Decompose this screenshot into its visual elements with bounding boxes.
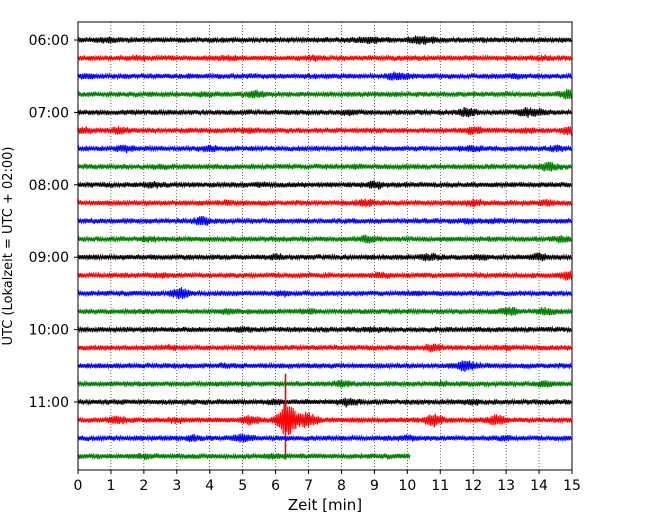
trace-0600 (77, 35, 572, 45)
trace-0615 (77, 53, 572, 63)
x-tick-label: 3 (172, 478, 181, 494)
trace-1045 (77, 379, 572, 389)
y-tick-label: 10:00 (29, 323, 69, 339)
trace-0900 (77, 252, 572, 262)
y-tick-label: 06:00 (29, 33, 69, 49)
x-tick-label: 5 (238, 478, 247, 494)
x-tick-label: 10 (398, 478, 416, 494)
x-tick-label: 2 (139, 478, 148, 494)
x-tick-label: 0 (74, 478, 83, 494)
trace-0830 (77, 215, 572, 226)
x-tick-label: 1 (106, 478, 115, 494)
y-tick-label: 08:00 (29, 178, 69, 194)
plot-frame (77, 21, 573, 471)
trace-1100 (77, 397, 572, 408)
x-tick-label: 8 (337, 478, 346, 494)
x-tick-label: 7 (304, 478, 313, 494)
x-tick-label: 11 (431, 478, 449, 494)
x-tick-label: 13 (497, 478, 515, 494)
trace-1000 (77, 325, 572, 334)
trace-0745 (77, 161, 572, 172)
x-tick-label: 14 (530, 478, 548, 494)
trace-0845 (77, 234, 572, 244)
trace-0915 (77, 270, 572, 281)
y-tick-label: 09:00 (29, 250, 69, 266)
x-tick-label: 6 (271, 478, 280, 494)
trace-0630 (77, 71, 572, 81)
seismic-traces (77, 35, 572, 461)
trace-0800 (77, 180, 572, 190)
trace-1145 (77, 452, 411, 461)
trace-0930 (77, 287, 572, 300)
x-axis-label: Zeit [min] (288, 496, 362, 514)
trace-1130 (77, 433, 572, 443)
trace-0730 (77, 144, 572, 154)
trace-0815 (77, 198, 572, 208)
trace-0645 (77, 89, 572, 100)
trace-0715 (77, 126, 572, 136)
x-tick-label: 15 (563, 478, 581, 494)
x-axis-ticks: 0 1 2 3 4 5 6 7 8 9 10 11 12 13 14 15 (74, 470, 581, 494)
y-tick-label: 11:00 (29, 395, 69, 411)
y-axis-ticks: 06:00 07:00 08:00 09:00 10:00 11:00 (29, 33, 78, 411)
trace-1015 (77, 343, 572, 353)
y-axis-label: UTC (Lokalzeit = UTC + 02:00) (1, 147, 16, 346)
trace-0945 (77, 306, 572, 316)
x-tick-label: 4 (205, 478, 214, 494)
trace-1115 (77, 402, 572, 436)
y-tick-label: 07:00 (29, 105, 69, 121)
x-tick-label: 9 (370, 478, 379, 494)
trace-1030 (77, 360, 572, 372)
x-tick-label: 12 (464, 478, 482, 494)
trace-0700 (77, 107, 572, 118)
